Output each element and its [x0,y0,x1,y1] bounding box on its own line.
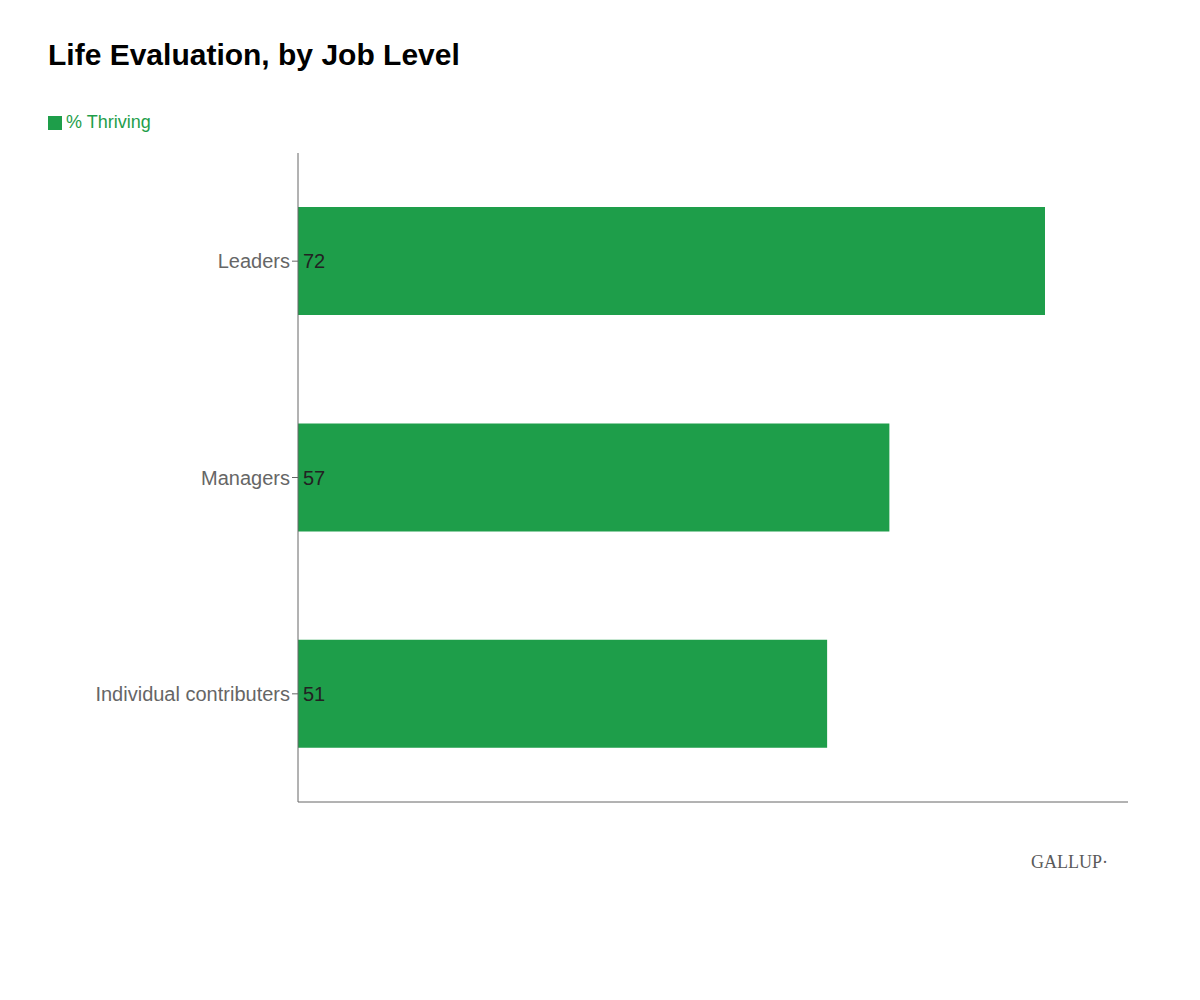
svg-text:57: 57 [303,467,325,489]
html-text:GALLUP·: GALLUP· [1031,852,1108,872]
html-text:Life Evaluation, by Job Level: Life Evaluation, by Job Level [48,38,460,71]
html-text:% Thriving: % Thriving [66,112,151,132]
svg-text:Individual contributers: Individual contributers [95,683,290,705]
svg-text:51: 51 [303,683,325,705]
svg-text:Leaders: Leaders [218,250,290,272]
svg-text:72: 72 [303,250,325,272]
svg-text:Managers: Managers [201,467,290,489]
